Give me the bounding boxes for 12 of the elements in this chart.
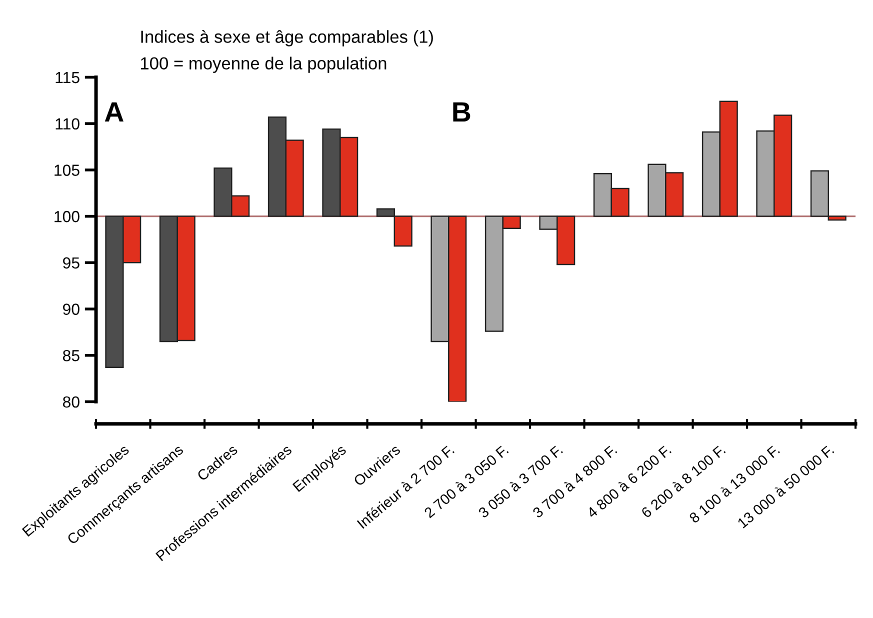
y-tick-label: 115 [56, 72, 80, 84]
y-tick-label: 80 [62, 396, 80, 408]
y-tick-label: 110 [56, 118, 80, 130]
annotation: A [104, 102, 124, 122]
y-tick-label: 100 [54, 210, 80, 222]
y-tick-label: 105 [54, 164, 80, 176]
chart-subtitle: 100 = moyenne de la population [141, 56, 386, 73]
y-tick-label: 85 [62, 350, 80, 362]
y-tick-label: 90 [63, 304, 80, 315]
annotation: B [453, 102, 470, 122]
chart-title: Indices à sexe et âge comparables (1) [141, 30, 433, 46]
y-tick-label: 95 [63, 257, 80, 269]
